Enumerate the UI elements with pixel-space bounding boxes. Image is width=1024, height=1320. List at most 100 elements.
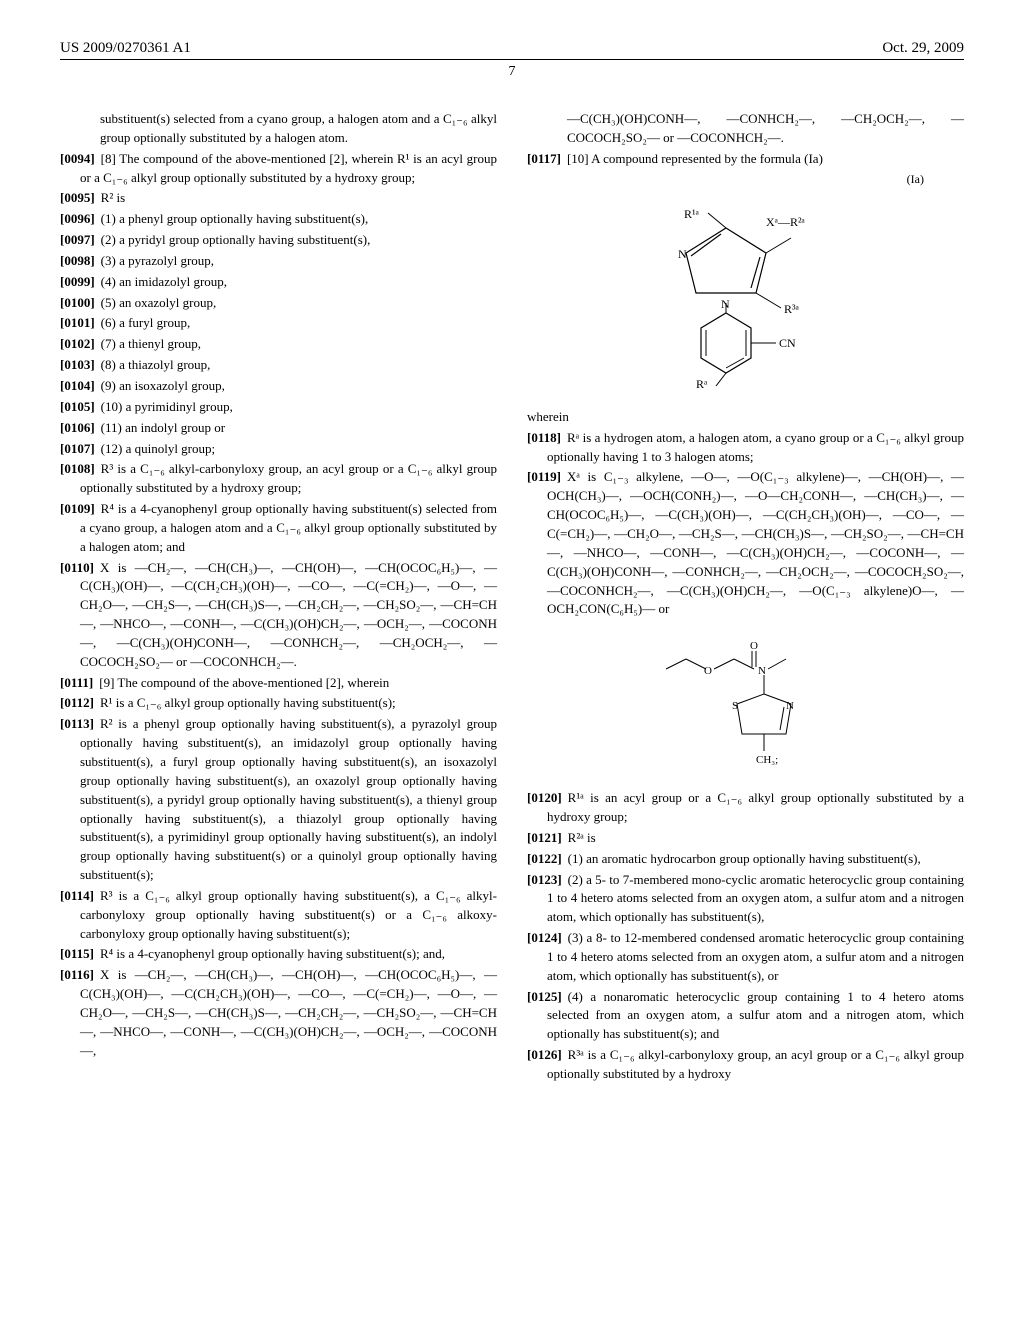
para-text: [9] The compound of the above-mentioned … [99, 675, 389, 690]
para-text: (4) a nonaromatic heterocyclic group con… [547, 989, 964, 1042]
para: [0109]R⁴ is a 4-cyanophenyl group option… [60, 500, 497, 557]
para-num: [0126] [527, 1047, 562, 1062]
label-ch3: CH₃; [756, 754, 778, 766]
para-num: [0125] [527, 989, 562, 1004]
left-column: substituent(s) selected from a cyano gro… [60, 110, 497, 1086]
para: [0103](8) a thiazolyl group, [60, 356, 497, 375]
structure-Ia: N N R¹ᵃ Xᵃ—R²ᵃ R³ᵃ CN Rᵃ [636, 208, 856, 388]
para: [0099] (4) an imidazolyl group, [60, 273, 497, 292]
para-text: (4) an imidazolyl group, [101, 274, 227, 289]
para: [0096] (1) a phenyl group optionally havi… [60, 210, 497, 229]
para: [0126]R³ᵃ is a C₁₋₆ alkyl-carbonyloxy gr… [527, 1046, 964, 1084]
para-num: [0117] [527, 151, 561, 166]
para: [0107](12) a quinolyl group; [60, 440, 497, 459]
para-text: R¹ᵃ is an acyl group or a C₁₋₆ alkyl gro… [547, 790, 964, 824]
para: [0115] R⁴ is a 4-cyanophenyl group option… [60, 945, 497, 964]
para: [0102] (7) a thienyl group, [60, 335, 497, 354]
para-text: R⁴ is a 4-cyanophenyl group optionally h… [100, 946, 445, 961]
para-text: (7) a thienyl group, [101, 336, 201, 351]
para-text: substituent(s) selected from a cyano gro… [60, 110, 497, 148]
para-text: (8) a thiazolyl group, [101, 357, 211, 372]
para: [0116]X is —CH₂—, —CH(CH₃)—, —CH(OH)—, —… [60, 966, 497, 1060]
para-num: [0102] [60, 336, 95, 351]
structure-inline: O O N S N CH₃; [656, 639, 836, 769]
para: [0095]R² is [60, 189, 497, 208]
para-num: [0106] [60, 420, 95, 435]
svg-text:O: O [750, 640, 758, 652]
para-num: [0108] [60, 461, 95, 476]
doc-date: Oct. 29, 2009 [882, 40, 964, 57]
para: [0114]R³ is a C₁₋₆ alkyl group optionall… [60, 887, 497, 944]
para: [0117] [10] A compound represented by the… [527, 150, 964, 169]
para-num: [0097] [60, 232, 95, 247]
page-header: US 2009/0270361 A1 Oct. 29, 2009 [60, 40, 964, 60]
para: [0125](4) a nonaromatic heterocyclic gro… [527, 988, 964, 1045]
label-r1a: R¹ᵃ [684, 208, 700, 221]
para: [0106](11) an indolyl group or [60, 419, 497, 438]
para-num: [0110] [60, 560, 94, 575]
para-num: [0111] [60, 675, 93, 690]
para-text: [8] The compound of the above-mentioned … [80, 151, 497, 185]
para-num: [0123] [527, 872, 562, 887]
formula-Ia: N N R¹ᵃ Xᵃ—R²ᵃ R³ᵃ CN Rᵃ [527, 208, 964, 388]
para-num: [0114] [60, 888, 94, 903]
para-text: (1) an aromatic hydrocarbon group option… [568, 851, 921, 866]
para-text: R² is a phenyl group optionally having s… [80, 716, 497, 882]
para-num: [0099] [60, 274, 95, 289]
para-text: (3) a pyrazolyl group, [101, 253, 214, 268]
para: [0120]R¹ᵃ is an acyl group or a C₁₋₆ alk… [527, 789, 964, 827]
label-cn: CN [779, 336, 796, 350]
atom-n: N [678, 247, 687, 261]
para: [0110]X is —CH₂—, —CH(CH₃)—, —CH(OH)—, —… [60, 559, 497, 672]
para-text: X is —CH₂—, —CH(CH₃)—, —CH(OH)—, —CH(OCO… [80, 967, 497, 1057]
para: [0094][8] The compound of the above-ment… [60, 150, 497, 188]
right-column: —C(CH₃)(OH)CONH—, —CONHCH₂—, —CH₂OCH₂—, … [527, 110, 964, 1086]
svg-text:N: N [758, 665, 766, 677]
label-xa-r2a: Xᵃ—R²ᵃ [766, 215, 806, 229]
para-text: Rᵃ is a hydrogen atom, a halogen atom, a… [547, 430, 964, 464]
para-num: [0109] [60, 501, 95, 516]
para-text: (3) a 8- to 12-membered condensed aromat… [547, 930, 964, 983]
para-text: (12) a quinolyl group; [101, 441, 215, 456]
para-text: R³ is a C₁₋₆ alkyl-carbonyloxy group, an… [80, 461, 497, 495]
para-text: R⁴ is a 4-cyanophenyl group optionally h… [80, 501, 497, 554]
para-text: (6) a furyl group, [101, 315, 191, 330]
para-num: [0100] [60, 295, 95, 310]
para-num: [0098] [60, 253, 95, 268]
para: [0097](2) a pyridyl group optionally hav… [60, 231, 497, 250]
para-num: [0115] [60, 946, 94, 961]
para-num: [0120] [527, 790, 562, 805]
para: [0122](1) an aromatic hydrocarbon group … [527, 850, 964, 869]
para-text: [10] A compound represented by the formu… [567, 151, 823, 166]
para-num: [0119] [527, 469, 561, 484]
para-num: [0105] [60, 399, 95, 414]
para-text: (1) a phenyl group optionally having sub… [101, 211, 369, 226]
para-text: R² is [101, 190, 126, 205]
para: [0105](10) a pyrimidinyl group, [60, 398, 497, 417]
label-r3a: R³ᵃ [784, 302, 800, 316]
para-num: [0096] [60, 211, 95, 226]
para: [0100] (5) an oxazolyl group, [60, 294, 497, 313]
para-text: (5) an oxazolyl group, [101, 295, 217, 310]
para-text: R²ᵃ is [568, 830, 596, 845]
para-num: [0101] [60, 315, 95, 330]
svg-text:N: N [786, 700, 794, 712]
formula-inline: O O N S N CH₃; [527, 639, 964, 769]
formula-label: (Ia) [527, 171, 964, 188]
para-text: R¹ is a C₁₋₆ alkyl group optionally havi… [100, 695, 396, 710]
para-num: [0124] [527, 930, 562, 945]
page-number: 7 [60, 64, 964, 80]
para: [0118]Rᵃ is a hydrogen atom, a halogen a… [527, 429, 964, 467]
para-text: —C(CH₃)(OH)CONH—, —CONHCH₂—, —CH₂OCH₂—, … [527, 110, 964, 148]
para: [0104] (9) an isoxazolyl group, [60, 377, 497, 396]
para-num: [0104] [60, 378, 95, 393]
para-num: [0118] [527, 430, 561, 445]
para-text: (9) an isoxazolyl group, [101, 378, 225, 393]
para-num: [0113] [60, 716, 94, 731]
wherein: wherein [527, 408, 964, 427]
svg-text:O: O [704, 665, 712, 677]
para-num: [0112] [60, 695, 94, 710]
para: [0111] [9] The compound of the above-ment… [60, 674, 497, 693]
para: [0112] R¹ is a C₁₋₆ alkyl group optionall… [60, 694, 497, 713]
para: [0108]R³ is a C₁₋₆ alkyl-carbonyloxy gro… [60, 460, 497, 498]
